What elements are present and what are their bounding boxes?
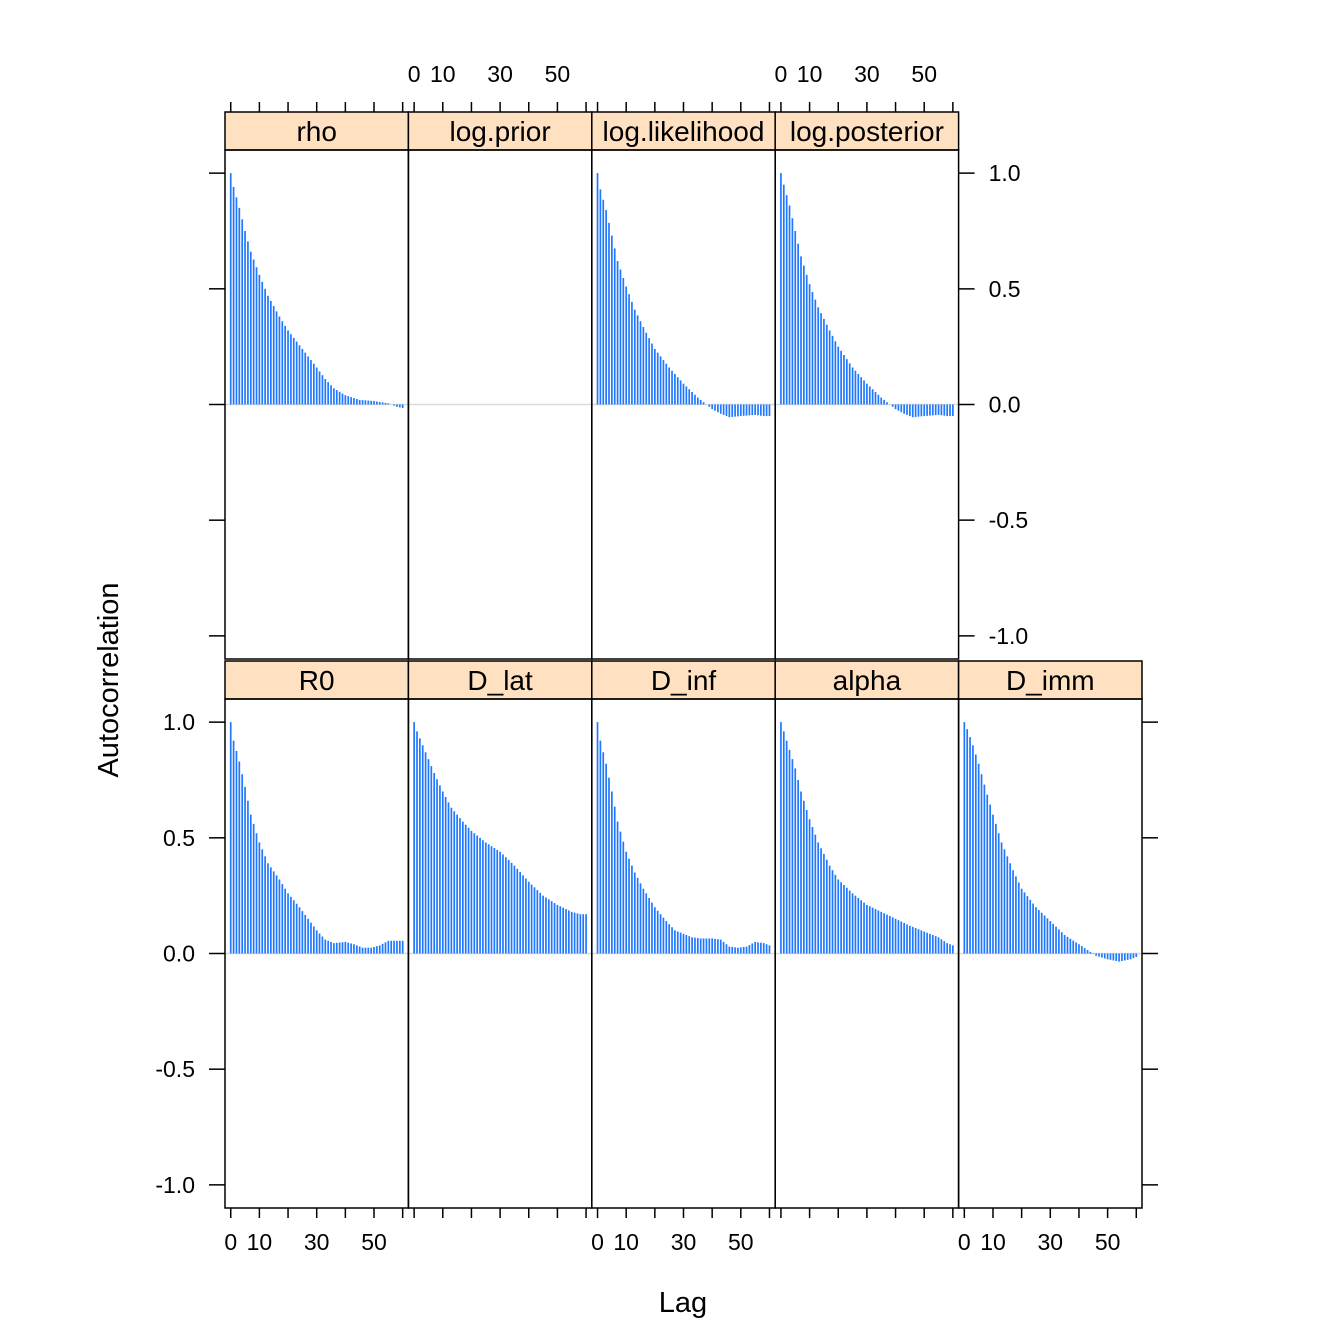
strip-label-rho: rho xyxy=(296,116,336,147)
x-tick-label: 10 xyxy=(430,61,456,87)
x-tick-label: 50 xyxy=(545,61,571,87)
x-tick-label: 50 xyxy=(911,61,937,87)
y-tick-label: 0.5 xyxy=(989,276,1021,302)
strip-label-r0: R0 xyxy=(299,665,335,696)
y-tick-label: 0.5 xyxy=(163,825,195,851)
strip-alpha xyxy=(774,660,960,700)
y-tick-label: 1.0 xyxy=(163,709,195,735)
strip-r0 xyxy=(224,660,410,700)
x-tick-label: 30 xyxy=(671,1229,697,1255)
x-axis-title: Lag xyxy=(659,1287,707,1319)
y-tick-label: -1.0 xyxy=(989,623,1029,649)
y-tick-label: -1.0 xyxy=(155,1172,195,1198)
y-axis-title: Autocorrelation xyxy=(93,582,125,777)
strip-d-imm xyxy=(957,660,1143,700)
y-tick-label: 1.0 xyxy=(989,160,1021,186)
strip-log-prior xyxy=(407,111,593,151)
x-tick-label: 0 xyxy=(224,1229,237,1255)
x-tick-label: 10 xyxy=(613,1229,639,1255)
strip-label-d-lat: D_lat xyxy=(467,665,533,696)
strip-label-log-prior: log.prior xyxy=(450,116,551,147)
x-tick-label: 10 xyxy=(797,61,823,87)
axes-layer: 0 10 30 50 0 10 30 50 0 10 30 50 0 10 30 50 0 10 30 50 -1.0 -… xyxy=(155,61,1158,1255)
x-tick-label: 30 xyxy=(854,61,880,87)
x-tick-label: 0 xyxy=(408,61,421,87)
x-tick-label: 50 xyxy=(728,1229,754,1255)
y-tick-label: -0.5 xyxy=(155,1056,195,1082)
x-tick-label: 50 xyxy=(1095,1229,1121,1255)
x-tick-label: 0 xyxy=(591,1229,604,1255)
strip-label-alpha: alpha xyxy=(833,665,902,696)
bars-layer xyxy=(229,173,1138,962)
y-tick-label: -0.5 xyxy=(989,507,1029,533)
x-tick-label: 30 xyxy=(487,61,513,87)
strip-label-log-posterior: log.posterior xyxy=(790,116,944,147)
x-tick-label: 0 xyxy=(775,61,788,87)
panel-frames: R0 D_lat D_inf alpha D_imm rho log.prior log.li… xyxy=(224,111,1143,1209)
strip-label-d-imm: D_imm xyxy=(1006,665,1095,696)
x-tick-label: 50 xyxy=(361,1229,387,1255)
x-tick-label: 30 xyxy=(304,1229,330,1255)
x-tick-label: 30 xyxy=(1038,1229,1064,1255)
y-tick-label: 0.0 xyxy=(163,941,195,967)
x-tick-label: 0 xyxy=(958,1229,971,1255)
strip-label-d-inf: D_inf xyxy=(651,665,717,696)
x-tick-label: 10 xyxy=(980,1229,1006,1255)
strip-label-log-likelihood: log.likelihood xyxy=(603,116,765,147)
strip-d-inf xyxy=(591,660,776,700)
x-tick-label: 10 xyxy=(247,1229,273,1255)
y-tick-label: 0.0 xyxy=(989,392,1021,418)
